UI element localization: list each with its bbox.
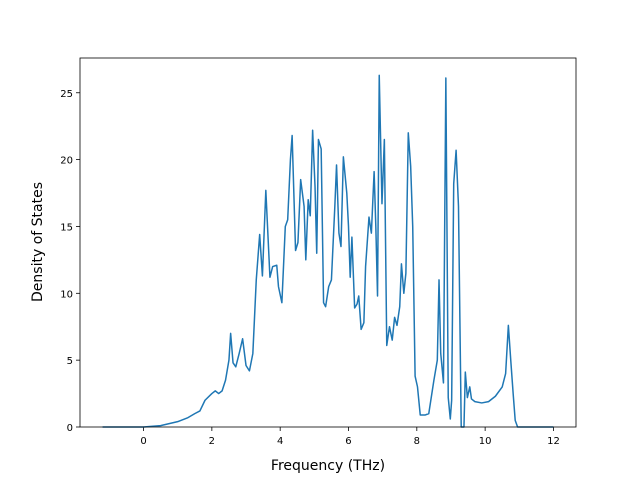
y-tick-label: 20 xyxy=(60,156,73,167)
line-series xyxy=(102,74,554,428)
y-tick-label: 15 xyxy=(60,222,73,233)
x-tick-label: 2 xyxy=(209,436,215,447)
x-tick-label: 6 xyxy=(345,436,351,447)
x-tick-label: 10 xyxy=(479,436,492,447)
x-axis-label: Frequency (THz) xyxy=(271,458,385,474)
y-tick-label: 10 xyxy=(60,289,73,300)
x-tick-label: 12 xyxy=(547,436,560,447)
y-tick-label: 0 xyxy=(67,423,73,434)
y-tick-label: 25 xyxy=(60,89,73,100)
plot-frame xyxy=(79,57,577,428)
x-tick-label: 4 xyxy=(277,436,283,447)
y-tick-label: 5 xyxy=(67,356,73,367)
x-tick-label: 8 xyxy=(414,436,420,447)
x-tick-label: 0 xyxy=(140,436,146,447)
y-axis-label: Density of States xyxy=(30,182,46,302)
